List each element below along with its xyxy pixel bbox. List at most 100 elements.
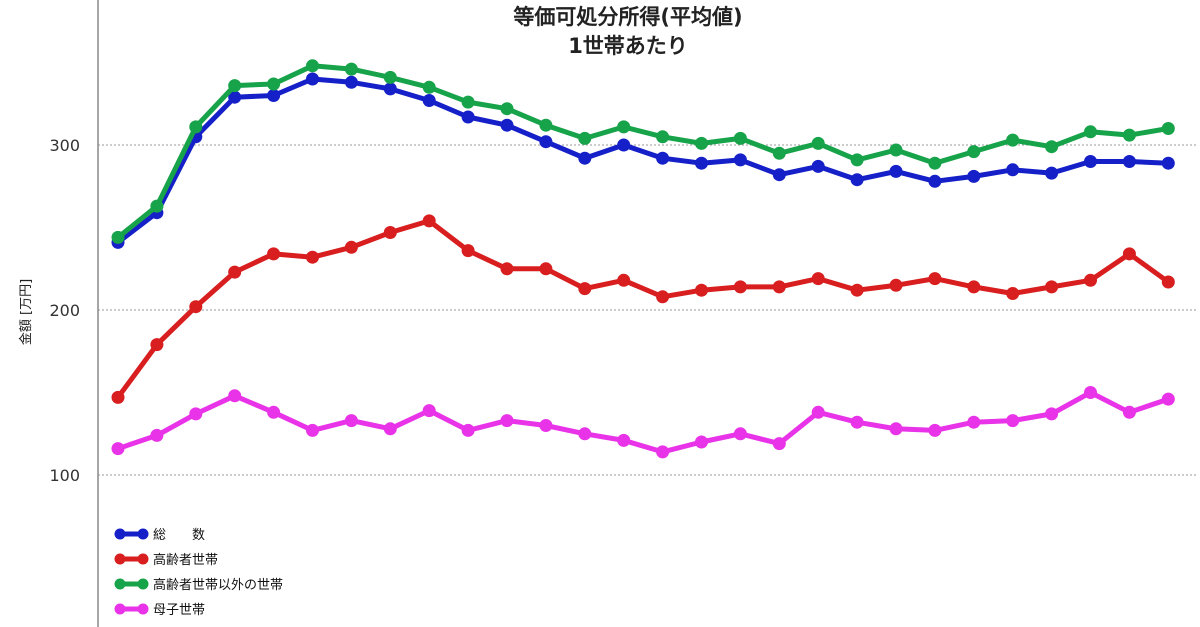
data-point xyxy=(1084,155,1097,168)
data-point xyxy=(267,247,281,261)
data-point xyxy=(383,422,397,436)
data-point xyxy=(889,164,903,178)
data-point xyxy=(733,131,747,145)
data-point xyxy=(500,118,514,132)
data-point xyxy=(1122,128,1136,142)
data-point xyxy=(344,414,358,428)
data-point xyxy=(461,244,475,258)
data-point xyxy=(1084,386,1097,399)
data-point xyxy=(811,136,825,150)
y-axis-label: 金額 [万円] xyxy=(18,279,34,345)
legend-label: 母子世帯 xyxy=(153,603,205,618)
legend-swatch-marker xyxy=(137,528,149,540)
series-line-1 xyxy=(115,218,1171,400)
y-tick-label: 100 xyxy=(49,466,80,485)
data-point xyxy=(344,75,358,89)
grid-lines xyxy=(98,144,1196,476)
data-point xyxy=(306,59,319,73)
data-point xyxy=(695,435,708,449)
legend-label: 高齢者世帯 xyxy=(153,552,218,568)
data-point xyxy=(1084,125,1097,139)
data-point xyxy=(1161,122,1175,135)
data-point xyxy=(889,422,903,436)
data-point xyxy=(1045,140,1059,154)
data-point xyxy=(189,120,203,134)
data-point xyxy=(1122,405,1136,419)
data-point xyxy=(617,273,631,287)
chart-title: 等価可処分所得(平均値) xyxy=(513,5,742,29)
data-point xyxy=(306,72,319,86)
data-point xyxy=(228,79,242,93)
data-point xyxy=(811,405,825,419)
data-point xyxy=(383,70,397,84)
data-point xyxy=(422,94,436,107)
data-point xyxy=(228,90,242,104)
data-point xyxy=(500,414,514,428)
data-point xyxy=(539,135,553,149)
data-point xyxy=(1006,414,1020,428)
data-point xyxy=(617,433,631,447)
data-point xyxy=(539,118,553,132)
y-tick-labels: 100 200 300 xyxy=(49,136,80,485)
data-point xyxy=(1006,287,1020,300)
data-point xyxy=(267,77,281,91)
data-point xyxy=(578,131,592,145)
data-point xyxy=(850,153,864,167)
data-point xyxy=(1161,392,1175,406)
data-point xyxy=(695,136,708,150)
data-point xyxy=(189,300,203,314)
data-point xyxy=(656,445,670,459)
data-point xyxy=(461,423,475,437)
data-point xyxy=(928,423,942,437)
data-point xyxy=(578,427,592,441)
data-point xyxy=(539,262,553,276)
data-point xyxy=(772,168,786,182)
data-point xyxy=(461,110,475,124)
data-point xyxy=(656,290,670,304)
data-point xyxy=(1161,275,1175,289)
legend-swatch-marker xyxy=(114,528,126,540)
data-point xyxy=(1045,407,1059,421)
data-point xyxy=(539,419,553,432)
data-point xyxy=(617,120,631,134)
data-point xyxy=(772,280,786,294)
data-point xyxy=(228,389,242,403)
data-point xyxy=(111,230,125,244)
data-point xyxy=(1006,163,1020,177)
series-line-2 xyxy=(115,63,1171,240)
data-point xyxy=(1045,166,1059,180)
data-point xyxy=(383,82,397,96)
data-point xyxy=(1006,133,1020,147)
legend-swatch-marker xyxy=(137,578,149,590)
data-point xyxy=(967,280,981,294)
data-point xyxy=(967,169,981,183)
data-point xyxy=(850,283,864,297)
data-point xyxy=(111,390,125,404)
data-point xyxy=(1045,280,1059,294)
data-point xyxy=(967,415,981,429)
legend-swatch-marker xyxy=(137,603,149,615)
data-point xyxy=(695,156,708,170)
data-point xyxy=(267,89,281,102)
legend-item: 高齢者世帯 xyxy=(114,552,218,568)
data-point xyxy=(500,262,514,276)
data-point xyxy=(150,428,164,442)
data-point xyxy=(578,151,592,165)
data-point xyxy=(461,95,475,109)
legend-label: 総 数 xyxy=(153,528,205,543)
data-point xyxy=(1161,156,1175,170)
data-point xyxy=(267,405,281,419)
data-point xyxy=(811,159,825,173)
data-point xyxy=(422,404,436,418)
series-line-3 xyxy=(115,390,1171,455)
data-point xyxy=(928,174,942,188)
series-group xyxy=(111,59,1175,459)
data-point xyxy=(228,265,242,279)
data-point xyxy=(733,280,747,294)
y-tick-label: 200 xyxy=(49,301,80,320)
data-point xyxy=(928,156,942,170)
data-point xyxy=(695,283,708,297)
legend-label: 高齢者世帯以外の世帯 xyxy=(153,577,283,593)
legend-item: 母子世帯 xyxy=(114,603,205,618)
